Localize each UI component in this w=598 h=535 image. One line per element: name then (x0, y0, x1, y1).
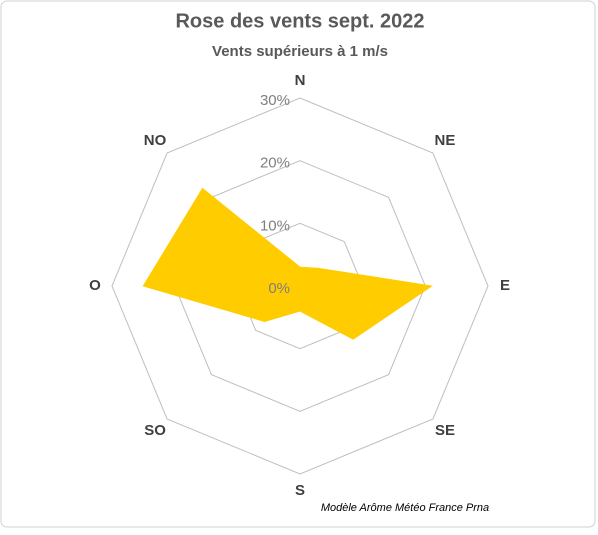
r-tick-label: 20% (260, 155, 290, 172)
category-label: NE (435, 132, 456, 149)
r-tick-label: 10% (260, 217, 290, 234)
radar-area (142, 187, 433, 340)
category-label: N (295, 72, 306, 89)
category-label: SO (144, 422, 166, 439)
r-tick-label: 0% (268, 280, 290, 297)
category-label: O (89, 277, 101, 294)
category-label: SE (435, 422, 455, 439)
r-tick-label: 30% (260, 92, 290, 109)
chart-title: Rose des vents sept. 2022 (175, 10, 424, 32)
grid-ring (111, 97, 489, 475)
chart-subtitle: Vents supérieurs à 1 m/s (212, 43, 388, 60)
category-label: NO (144, 132, 167, 149)
category-label: S (295, 482, 305, 499)
annotation: Modèle Arôme Météo France Prna (321, 502, 489, 514)
category-label: E (500, 277, 510, 294)
